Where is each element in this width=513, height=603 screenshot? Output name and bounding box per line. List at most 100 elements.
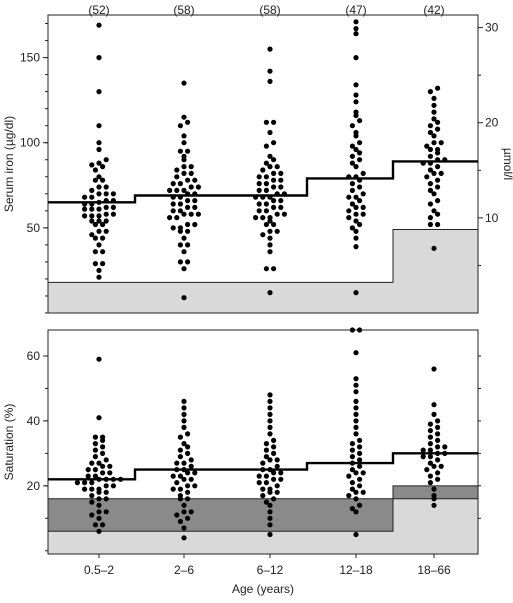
data-point [427, 434, 433, 440]
data-point [192, 198, 198, 204]
series-0.5–2 [82, 22, 116, 280]
data-point [349, 160, 355, 166]
y-tick-label: 20 [27, 479, 41, 493]
data-point [267, 522, 273, 528]
data-point [357, 327, 363, 333]
data-point [267, 457, 273, 463]
data-point [167, 187, 173, 193]
count-label: (58) [259, 3, 280, 17]
data-point [96, 242, 102, 248]
data-point [177, 208, 183, 214]
data-point [167, 215, 173, 221]
data-point [267, 129, 273, 136]
data-point [427, 441, 433, 447]
data-point [185, 483, 191, 489]
data-point [195, 211, 201, 217]
data-point [185, 191, 191, 197]
data-point [353, 389, 359, 395]
data-point [185, 221, 191, 228]
data-point [181, 424, 187, 430]
data-point [353, 418, 359, 424]
data-point [267, 411, 273, 417]
data-point [181, 502, 187, 508]
data-point [353, 55, 359, 61]
data-point [181, 467, 187, 473]
data-point [278, 177, 284, 183]
data-point [349, 225, 355, 231]
data-point [435, 450, 441, 456]
data-point [353, 82, 359, 88]
data-point [96, 460, 102, 466]
data-point [181, 525, 187, 531]
data-point [346, 174, 352, 180]
data-point [431, 208, 437, 214]
y-tick-label: 100 [20, 136, 40, 150]
data-point [96, 89, 102, 95]
count-label: (42) [423, 3, 444, 17]
data-point [438, 170, 444, 176]
data-point [357, 483, 363, 489]
data-point [188, 476, 194, 482]
data-point [267, 398, 273, 404]
data-point [181, 398, 187, 404]
data-point [174, 215, 180, 221]
data-point [271, 444, 277, 450]
data-point [267, 78, 273, 84]
data-point [274, 164, 280, 170]
data-point [353, 350, 359, 356]
data-point [360, 204, 366, 210]
data-point [195, 184, 201, 190]
data-point [357, 457, 363, 463]
data-point [89, 218, 95, 224]
data-point [170, 201, 176, 207]
data-point [427, 123, 433, 129]
data-point [103, 218, 109, 224]
data-point [271, 470, 277, 476]
data-point [424, 174, 430, 180]
data-point [263, 473, 269, 479]
data-point [177, 201, 183, 207]
data-point [107, 470, 113, 476]
data-point [174, 467, 180, 473]
data-point [435, 184, 441, 190]
y2-tick-label: 30 [485, 21, 499, 35]
data-point [353, 92, 359, 98]
data-point [442, 450, 448, 456]
data-point [357, 150, 363, 156]
data-point [92, 522, 98, 528]
data-point [185, 450, 191, 456]
data-point [192, 483, 198, 489]
data-point [100, 522, 106, 528]
data-point [431, 463, 437, 469]
data-point [427, 181, 433, 187]
data-point [267, 405, 273, 411]
x-axis-label: Age (years) [232, 582, 294, 596]
data-point [278, 470, 284, 476]
data-point [82, 486, 88, 492]
series-2–6 [170, 398, 198, 541]
data-point [357, 502, 363, 508]
data-point [346, 194, 352, 200]
data-point [89, 162, 95, 168]
data-point [357, 118, 363, 124]
series-6–12 [256, 392, 284, 538]
data-point [181, 405, 187, 411]
data-point [267, 531, 273, 538]
data-point [96, 213, 102, 219]
data-point [435, 470, 441, 476]
data-point [353, 376, 359, 382]
data-point [89, 194, 95, 200]
data-point [263, 201, 269, 207]
data-point [349, 201, 355, 207]
data-point [177, 486, 183, 492]
data-point [188, 170, 194, 176]
data-point [263, 208, 269, 214]
data-point [435, 431, 441, 437]
data-point [174, 187, 180, 193]
data-point [274, 489, 280, 495]
data-point [185, 198, 191, 204]
data-point [267, 431, 273, 437]
data-point [192, 221, 198, 228]
data-point [177, 259, 183, 265]
data-point [92, 177, 98, 183]
